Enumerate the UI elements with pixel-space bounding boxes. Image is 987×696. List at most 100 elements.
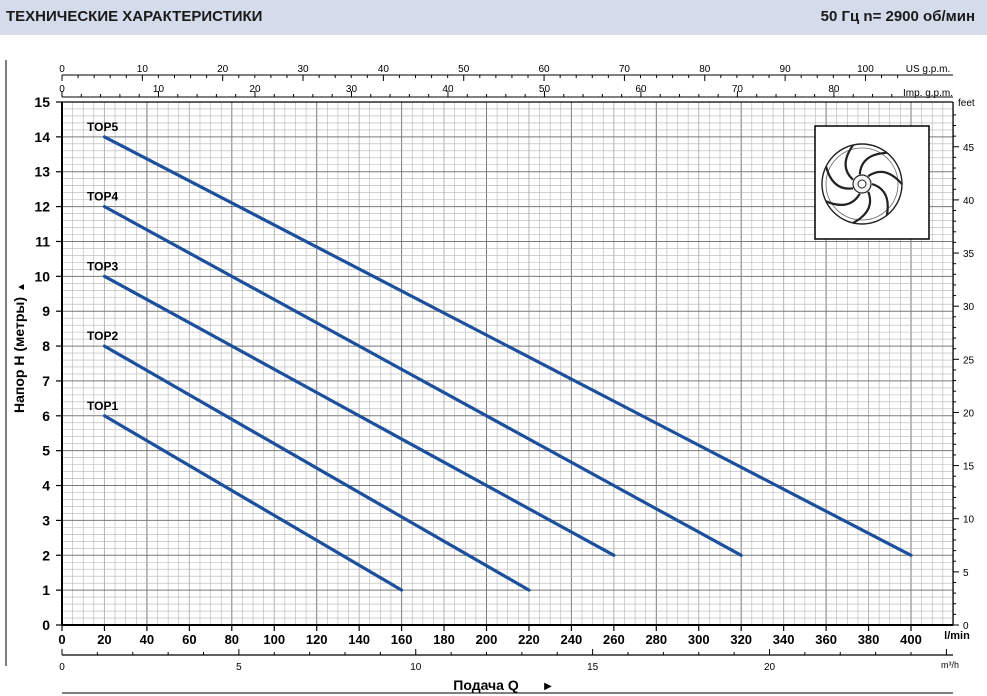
us-gpm-tick-label: 100	[857, 64, 874, 75]
x-unit-label: l/min	[944, 630, 970, 642]
x-tick-label: 20	[97, 632, 111, 647]
x-tick-label: 80	[225, 632, 239, 647]
y-tick-label: 6	[42, 408, 50, 424]
series-line-top5	[102, 135, 913, 557]
y-tick-label: 9	[42, 303, 50, 319]
us-gpm-tick-label: 80	[699, 64, 711, 75]
us-gpm-tick-label: 10	[137, 64, 149, 75]
us-gpm-tick-label: 40	[378, 64, 390, 75]
m3h-unit-label: m³/h	[941, 660, 959, 670]
m3h-tick-label: 5	[236, 662, 242, 673]
y-tick-label: 15	[34, 94, 50, 110]
impeller-blade	[871, 182, 889, 216]
frequency-speed-spec: 50 Гц n= 2900 об/мин	[820, 8, 975, 25]
us-gpm-tick-label: 30	[297, 64, 309, 75]
feet-tick-label: 35	[963, 249, 975, 260]
x-tick-label: 280	[645, 632, 667, 647]
impeller-inner-ring	[825, 147, 899, 221]
x-tick-label: 0	[58, 632, 65, 647]
series-label-top4: TOP4	[87, 190, 118, 204]
impeller-blade	[824, 166, 854, 190]
x-tick-label: 340	[773, 632, 795, 647]
x-tick-label: 180	[433, 632, 455, 647]
us-gpm-tick-label: 90	[780, 64, 792, 75]
series-label-top2: TOP2	[87, 329, 118, 343]
series-line-top3	[102, 274, 616, 557]
x-tick-label: 60	[182, 632, 196, 647]
x-tick-label: 240	[561, 632, 583, 647]
impeller-blade	[858, 151, 888, 175]
impeller-blade	[825, 193, 861, 207]
impeller-blade	[867, 170, 903, 185]
us-gpm-tick-label: 50	[458, 64, 470, 75]
impeller-blade	[852, 191, 872, 224]
x-tick-label: 380	[858, 632, 880, 647]
series-line-top2	[102, 344, 531, 592]
imp-gpm-tick-label: 10	[153, 84, 165, 95]
x-tick-label: 220	[518, 632, 540, 647]
m3h-tick-label: 0	[59, 662, 65, 673]
x-tick-label: 100	[263, 632, 285, 647]
m3h-tick-label: 20	[764, 662, 776, 673]
us-gpm-tick-label: 70	[619, 64, 631, 75]
m3h-tick-label: 10	[410, 662, 422, 673]
imp-gpm-tick-label: 30	[346, 84, 358, 95]
y-axis-arrow: ▲	[16, 282, 27, 292]
series-line-top1	[102, 414, 404, 592]
x-tick-label: 300	[688, 632, 710, 647]
feet-tick-label: 20	[963, 408, 975, 419]
x-axis-arrow: ▶	[544, 681, 552, 692]
x-tick-label: 40	[140, 632, 154, 647]
x-tick-label: 140	[348, 632, 370, 647]
m3h-tick-label: 15	[587, 662, 599, 673]
us-gpm-unit-label: US g.p.m.	[906, 64, 950, 75]
x-tick-label: 200	[476, 632, 498, 647]
impeller-shaft-bore	[857, 179, 867, 189]
feet-tick-label: 40	[963, 196, 975, 207]
x-tick-label: 160	[391, 632, 413, 647]
x-tick-label: 120	[306, 632, 328, 647]
y-tick-label: 0	[42, 617, 50, 633]
y-tick-label: 13	[34, 164, 50, 180]
series-line-top4	[102, 205, 743, 557]
x-tick-label: 360	[815, 632, 837, 647]
x-axis-title: Подача Q	[453, 677, 519, 693]
feet-tick-label: 0	[963, 621, 969, 632]
y-axis-title: Напор H (метры)	[11, 297, 27, 413]
feet-tick-label: 15	[963, 462, 975, 473]
series-label-top3: TOP3	[87, 259, 118, 273]
feet-unit-label: feet	[958, 98, 975, 109]
y-tick-label: 4	[42, 478, 50, 494]
imp-gpm-unit-label: Imp. g.p.m.	[903, 88, 953, 99]
feet-tick-label: 10	[963, 515, 975, 526]
y-tick-label: 10	[34, 268, 50, 284]
us-gpm-tick-label: 0	[59, 64, 65, 75]
y-tick-label: 12	[34, 199, 50, 215]
y-tick-label: 7	[42, 373, 50, 389]
imp-gpm-tick-label: 50	[539, 84, 551, 95]
y-tick-label: 2	[42, 547, 50, 563]
imp-gpm-tick-label: 80	[828, 84, 840, 95]
imp-gpm-tick-label: 40	[442, 84, 454, 95]
us-gpm-tick-label: 60	[539, 64, 551, 75]
y-tick-label: 14	[34, 129, 50, 145]
impeller-blade	[844, 144, 855, 181]
imp-gpm-tick-label: 60	[635, 84, 647, 95]
header-bar: ТЕХНИЧЕСКИЕ ХАРАКТЕРИСТИКИ 50 Гц n= 2900…	[0, 0, 987, 35]
y-tick-label: 5	[42, 443, 50, 459]
y-tick-label: 3	[42, 512, 50, 528]
series-label-top1: TOP1	[87, 399, 118, 413]
x-tick-label: 400	[900, 632, 922, 647]
feet-tick-label: 25	[963, 355, 975, 366]
y-tick-label: 8	[42, 338, 50, 354]
y-tick-label: 11	[35, 233, 50, 249]
feet-tick-label: 45	[963, 143, 975, 154]
x-tick-label: 260	[603, 632, 625, 647]
x-tick-label: 320	[730, 632, 752, 647]
feet-tick-label: 30	[963, 302, 975, 313]
page-title: ТЕХНИЧЕСКИЕ ХАРАКТЕРИСТИКИ	[6, 8, 263, 25]
series-label-top5: TOP5	[87, 120, 118, 134]
us-gpm-tick-label: 20	[217, 64, 229, 75]
feet-tick-label: 5	[963, 568, 969, 579]
